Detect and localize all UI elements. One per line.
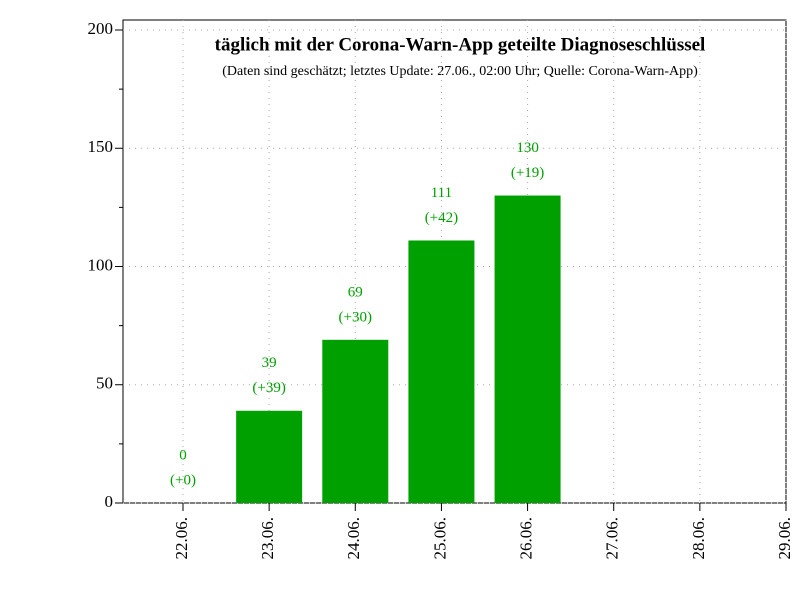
y-tick-label: 0 <box>105 492 114 511</box>
change-label: (+19) <box>511 165 544 181</box>
change-label: (+42) <box>425 210 458 226</box>
y-tick-label: 150 <box>88 137 114 156</box>
y-tick-label: 200 <box>88 19 114 38</box>
x-tick-label: 26.06. <box>516 517 535 560</box>
x-tick-label: 25.06. <box>430 517 449 560</box>
y-tick-label: 100 <box>88 255 114 274</box>
bar <box>236 410 303 503</box>
y-tick-label: 50 <box>96 374 113 393</box>
change-label: (+0) <box>170 472 196 488</box>
chart-title: täglich mit der Corona-Warn-App geteilte… <box>215 34 706 55</box>
bar <box>322 339 389 503</box>
change-label: (+30) <box>339 309 372 325</box>
x-tick-label: 22.06. <box>172 517 191 560</box>
x-tick-label: 28.06. <box>689 517 708 560</box>
value-label: 0 <box>179 447 187 463</box>
value-label: 130 <box>516 140 539 156</box>
bar <box>408 240 475 504</box>
bar <box>494 195 561 504</box>
x-tick-label: 27.06. <box>603 517 622 560</box>
value-label: 111 <box>431 185 452 201</box>
chart-subtitle: (Daten sind geschätzt; letztes Update: 2… <box>222 64 698 79</box>
x-tick-label: 23.06. <box>258 517 277 560</box>
value-label: 39 <box>262 355 277 371</box>
x-tick-label: 24.06. <box>344 517 363 560</box>
change-label: (+39) <box>252 380 285 396</box>
value-label: 69 <box>348 284 363 300</box>
x-tick-label: 29.06. <box>775 517 794 560</box>
